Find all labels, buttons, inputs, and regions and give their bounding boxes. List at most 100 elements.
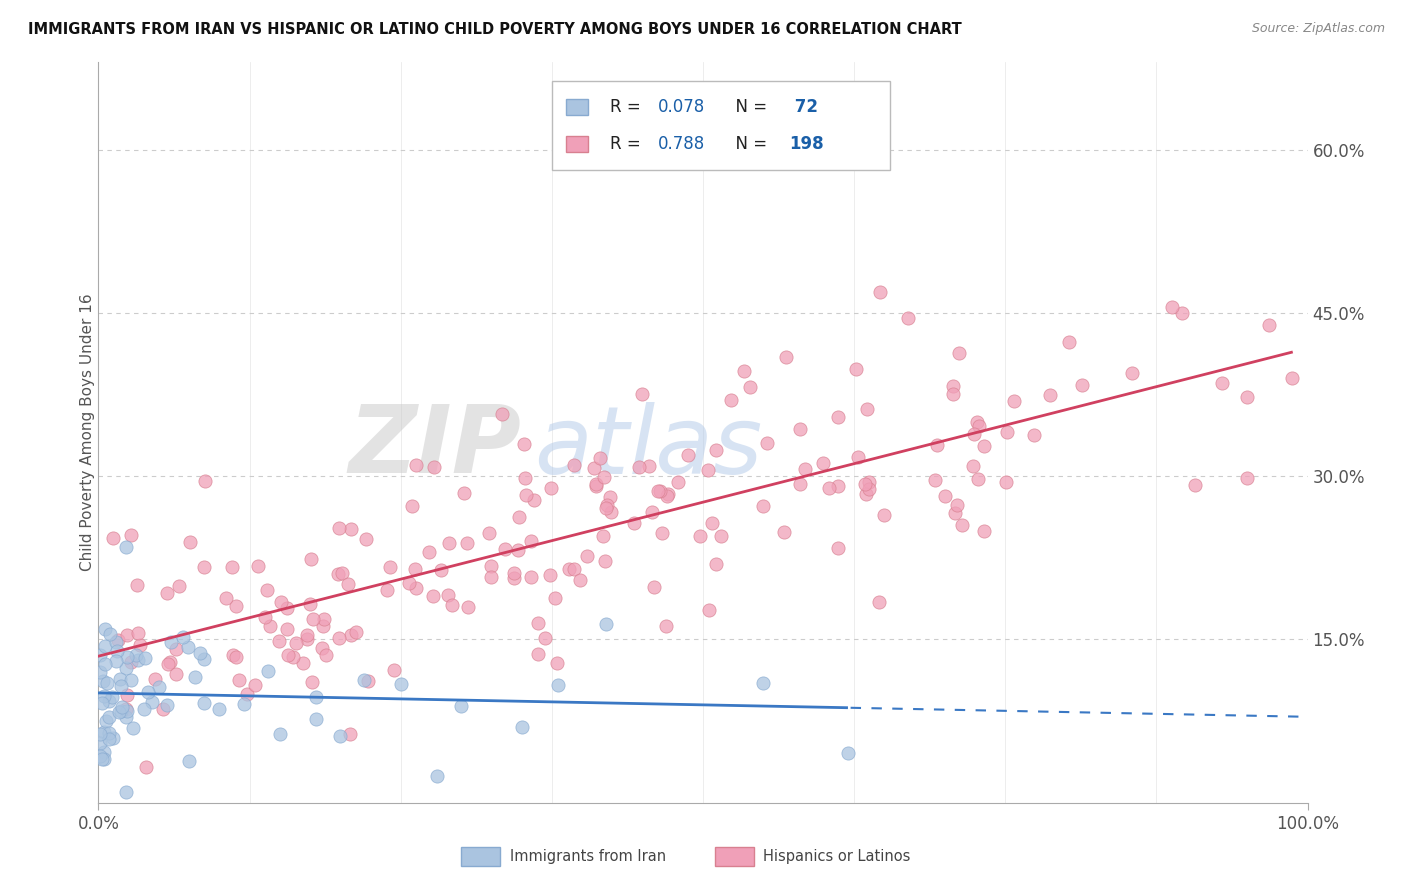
Point [302,611,325,625]
Point [710,529,733,543]
Point [655,619,678,633]
Point [426,769,449,783]
Point [243,677,266,691]
Point [934,489,956,503]
Point [510,720,533,734]
Point [169,579,191,593]
Point [132,702,155,716]
Point [772,524,794,539]
Point [339,727,361,741]
Point [256,664,278,678]
Point [897,311,920,326]
Y-axis label: Child Poverty Among Boys Under 16: Child Poverty Among Boys Under 16 [80,293,94,572]
Point [405,582,427,596]
Text: 0.788: 0.788 [658,135,706,153]
Point [107,632,129,647]
FancyBboxPatch shape [716,847,754,866]
Point [177,640,200,654]
Point [775,350,797,364]
Text: R =: R = [610,135,645,153]
Point [538,567,561,582]
Text: Source: ZipAtlas.com: Source: ZipAtlas.com [1251,22,1385,36]
Point [540,482,562,496]
Point [966,415,988,429]
Point [1170,306,1192,320]
Point [93,752,115,766]
Point [193,652,215,666]
Point [225,599,247,613]
Point [738,380,761,394]
Point [267,633,290,648]
Text: IMMIGRANTS FROM IRAN VS HISPANIC OR LATINO CHILD POVERTY AMONG BOYS UNDER 16 COR: IMMIGRANTS FROM IRAN VS HISPANIC OR LATI… [28,22,962,37]
Point [508,510,530,524]
Point [631,387,654,401]
FancyBboxPatch shape [461,847,501,866]
Point [973,524,995,538]
Point [305,690,328,705]
Point [124,648,146,662]
Point [326,566,349,581]
Point [502,566,524,581]
Text: Immigrants from Iran: Immigrants from Iran [509,848,665,863]
Point [315,648,337,662]
Point [967,472,990,486]
Point [134,651,156,665]
Point [751,500,773,514]
Point [640,505,662,519]
Point [1160,301,1182,315]
Point [440,598,463,612]
Point [228,673,250,688]
Point [357,673,380,688]
Point [110,672,132,686]
Point [301,674,323,689]
Point [858,482,880,496]
Point [276,622,298,636]
Point [942,386,965,401]
Text: 72: 72 [789,98,818,116]
Point [942,379,965,393]
Point [430,563,453,577]
Point [104,654,127,668]
Point [638,459,661,474]
Point [127,578,149,592]
Point [340,522,363,536]
Point [208,702,231,716]
Point [295,627,318,641]
Point [697,602,720,616]
Point [544,591,567,605]
Point [160,635,183,649]
Point [869,285,891,300]
Point [595,554,617,568]
Point [585,479,607,493]
Point [115,785,138,799]
Point [1236,471,1258,485]
Point [337,577,360,591]
Point [256,583,278,598]
Point [600,505,623,519]
Point [523,492,546,507]
Point [110,679,132,693]
Point [384,663,406,677]
Point [811,456,834,470]
Point [401,500,423,514]
Point [789,477,811,491]
Point [963,426,986,441]
Point [997,425,1019,439]
Point [188,646,211,660]
Point [873,508,896,522]
Point [520,534,543,549]
Point [1057,334,1080,349]
Point [297,632,319,646]
Point [1071,378,1094,392]
Point [305,712,328,726]
Point [562,458,585,472]
Point [789,422,811,436]
Point [222,648,245,662]
Point [582,461,605,475]
Point [704,557,727,571]
Point [479,570,502,584]
Point [298,597,321,611]
Point [172,630,194,644]
Text: N =: N = [724,98,772,116]
Point [643,580,665,594]
